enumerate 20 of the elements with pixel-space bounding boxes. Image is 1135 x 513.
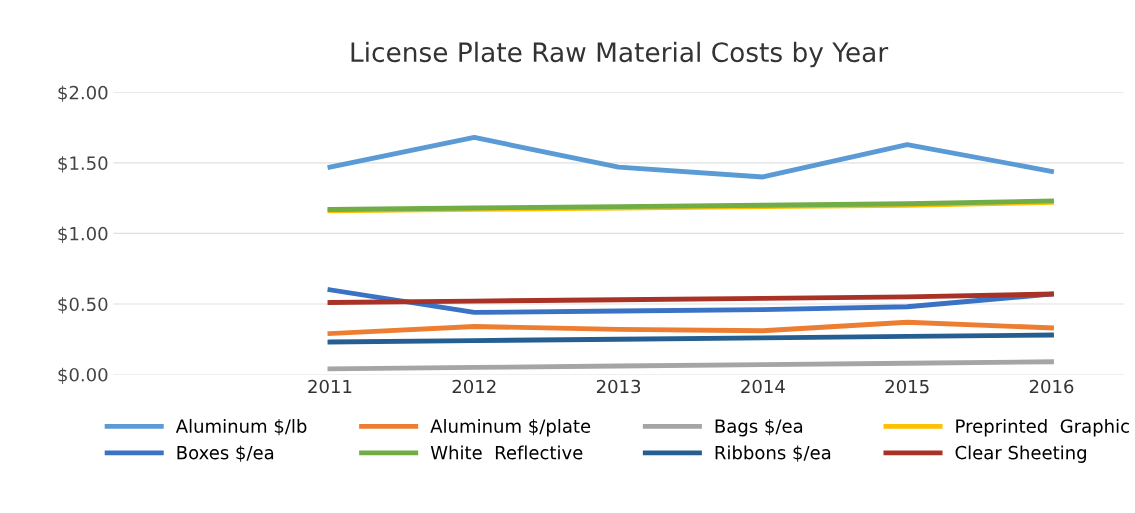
legend-label: White Reflective	[430, 445, 583, 460]
x-tick-label: 2016	[1029, 379, 1074, 394]
x-tick-label: 2014	[741, 379, 785, 394]
y-tick-label: $2.00	[58, 85, 108, 102]
x-tick-label: 2012	[452, 379, 496, 394]
legend-label: Aluminum $/plate	[430, 418, 591, 437]
legend-label: Boxes $/ea	[177, 445, 274, 462]
y-tick-label: $0.50	[58, 297, 108, 314]
legend-label: Aluminum $/lb	[175, 418, 307, 436]
y-tick-label: $0.00	[58, 367, 108, 384]
x-tick-label: 2015	[885, 379, 929, 394]
y-tick-label: $1.00	[58, 226, 108, 243]
y-tick-label: $1.50	[58, 156, 108, 173]
legend-label: Ribbons $/ea	[715, 445, 831, 462]
x-tick-label: 2011	[308, 379, 352, 394]
x-tick-label: 2013	[596, 379, 641, 394]
chart-title: License Plate Raw Material Costs by Year	[351, 41, 889, 68]
legend-label: Clear Sheeting	[955, 445, 1086, 463]
legend-label: Preprinted Graphic	[956, 418, 1129, 437]
legend-label: Bags $/ea	[715, 418, 803, 437]
